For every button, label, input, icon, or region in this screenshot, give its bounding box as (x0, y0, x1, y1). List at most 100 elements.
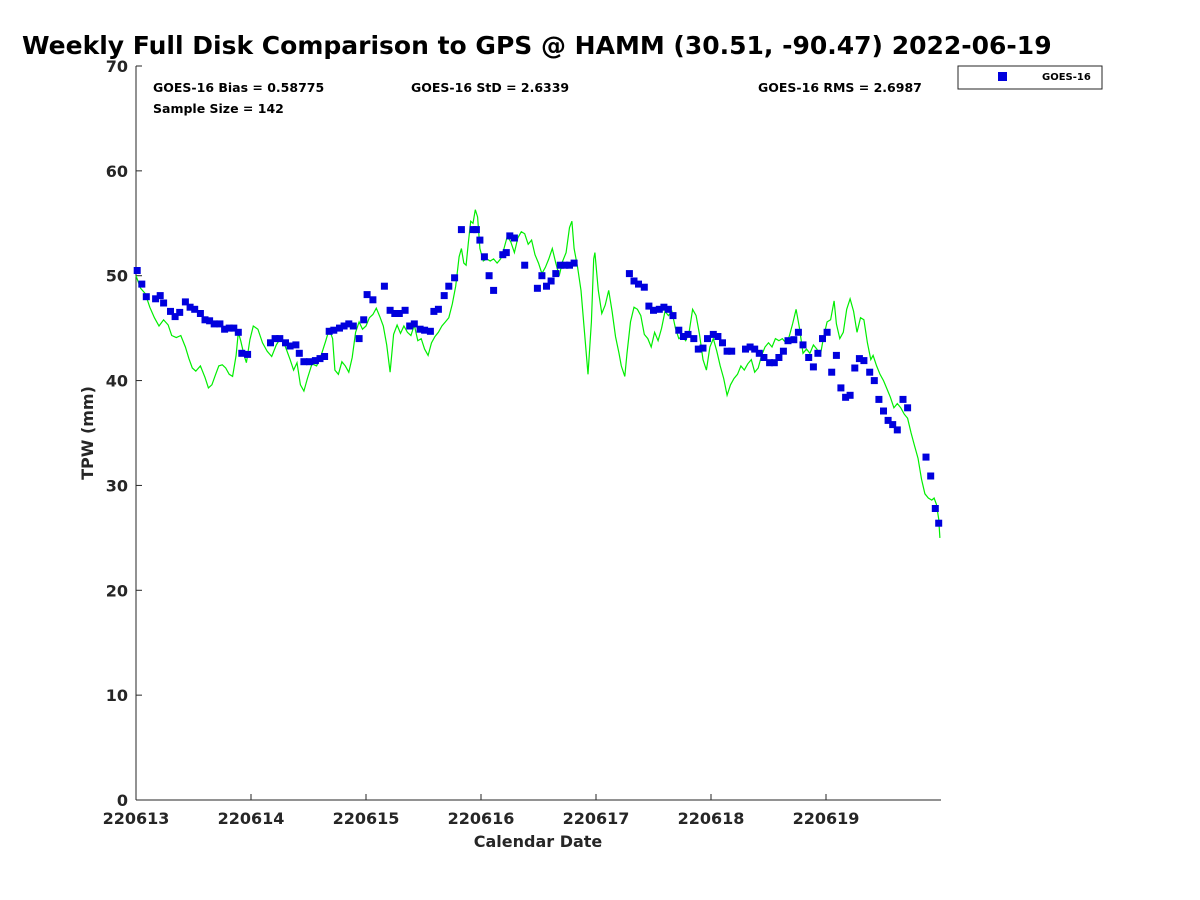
goes16-point (406, 322, 414, 330)
goes16-point (538, 272, 546, 280)
goes16-point (472, 226, 480, 234)
goes16-point (690, 335, 698, 343)
goes16-point (230, 324, 238, 332)
x-axis-label: Calendar Date (474, 832, 603, 851)
goes16-point (784, 337, 792, 345)
legend-label: GOES-16 (1042, 72, 1091, 83)
goes16-point (855, 355, 863, 363)
goes16-point (556, 261, 564, 269)
goes16-point (866, 368, 874, 376)
goes16-point (635, 280, 642, 288)
goes16-point (363, 291, 371, 299)
goes16-point (842, 393, 850, 401)
goes16-point (325, 327, 333, 335)
y-tick-label: 30 (106, 476, 128, 495)
x-axis: 220613 220614 220615 220616 220617 220618 2206… (103, 794, 859, 828)
goes16-point (630, 277, 638, 285)
goes16-point (809, 363, 817, 371)
stat-bias: GOES-16 Bias = 0.58775 (153, 80, 324, 95)
goes16-point (295, 349, 303, 357)
goes16-point (746, 343, 754, 351)
goes16-point (709, 330, 717, 338)
goes16-point (884, 416, 892, 424)
goes16-point (755, 349, 763, 357)
goes16-point (355, 335, 363, 343)
goes16-point (860, 357, 868, 365)
goes16-point (457, 226, 465, 234)
goes16-point (669, 312, 677, 320)
goes16-point (799, 341, 807, 349)
x-tick-label: 220613 (103, 809, 170, 828)
goes16-point (675, 326, 683, 334)
goes16-point (426, 327, 434, 335)
legend-box (957, 65, 1103, 90)
goes16-point (421, 326, 429, 334)
goes16-point (875, 395, 883, 403)
stat-std: GOES-16 StD = 2.6339 (411, 80, 569, 95)
legend: GOES-16 (957, 65, 1103, 90)
goes16-point (779, 347, 787, 355)
goes16-point (476, 236, 484, 244)
goes16-point (870, 377, 878, 385)
goes16-point (655, 305, 663, 313)
goes16-point (410, 320, 418, 328)
goes16-point (276, 335, 284, 343)
y-tick-label: 0 (117, 791, 128, 810)
goes16-point (819, 335, 826, 343)
goes16-point (694, 345, 702, 353)
goes16-point (345, 320, 353, 328)
goes16-point (196, 310, 204, 317)
goes16-point (210, 320, 218, 328)
goes16-point (904, 404, 912, 412)
goes16-point (485, 272, 493, 280)
goes16-point (292, 341, 300, 349)
goes16-point (434, 305, 442, 313)
goes16-point (719, 339, 726, 347)
goes16-point (552, 270, 560, 278)
goes16-point (640, 283, 648, 291)
goes16-point (660, 303, 668, 311)
goes16-point (570, 259, 578, 267)
goes16-point (395, 310, 403, 317)
goes16-point (889, 421, 897, 429)
goes16-point (430, 307, 438, 315)
goes16-point (770, 359, 778, 367)
goes16-point (330, 326, 338, 334)
legend-marker (998, 72, 1007, 81)
y-tick-label: 20 (106, 581, 128, 600)
goes16-point (440, 292, 448, 300)
goes16-point (138, 280, 146, 288)
goes16-point (186, 303, 194, 311)
goes16-point (191, 305, 199, 313)
goes16-point (837, 384, 845, 392)
goes16-point (216, 320, 224, 328)
goes16-point (316, 355, 324, 363)
goes16-point (360, 316, 368, 324)
goes16-point (814, 349, 822, 357)
chart-title: Weekly Full Disk Comparison to GPS @ HAM… (22, 31, 1052, 60)
goes16-point (893, 426, 901, 434)
goes16-point (502, 249, 510, 257)
goes16-point (723, 347, 731, 355)
goes16-point (561, 261, 569, 269)
goes16-point (300, 358, 308, 366)
goes16-point (704, 335, 711, 343)
goes16-point (775, 354, 783, 361)
goes16-point (416, 325, 424, 333)
goes16-point (766, 359, 774, 367)
goes16-point (142, 293, 150, 301)
goes16-point (490, 286, 498, 294)
goes16-point (167, 307, 174, 315)
goes16-point (805, 354, 813, 361)
goes16-point (271, 335, 279, 343)
goes16-point (160, 299, 168, 307)
goes16-point (306, 358, 314, 366)
goes16-point (823, 328, 831, 336)
goes16-point (880, 407, 887, 415)
goes16-point (206, 317, 214, 325)
y-axis: 0 10 20 30 40 50 60 70 (106, 57, 142, 810)
goes16-point (625, 270, 633, 278)
goes16-point (566, 261, 573, 269)
y-tick-label: 50 (106, 267, 128, 286)
